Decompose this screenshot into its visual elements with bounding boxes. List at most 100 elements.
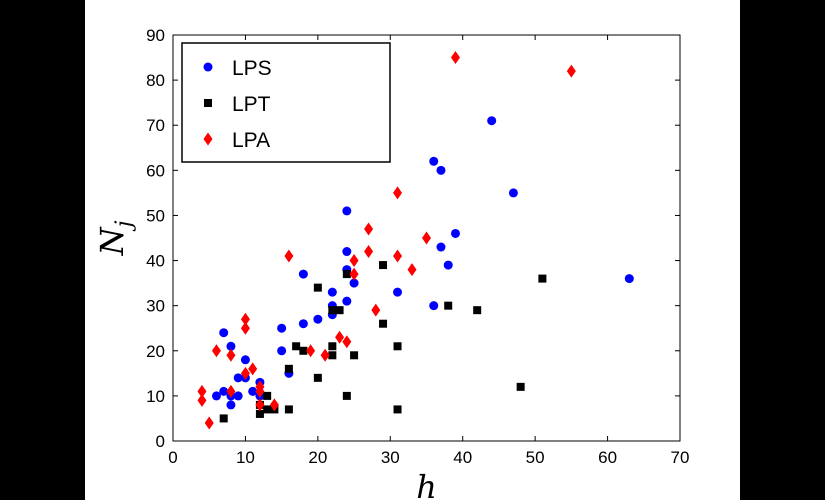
data-point-lps: [277, 346, 287, 356]
y-tick-label: 50: [146, 206, 165, 225]
data-point-lpa: [320, 348, 330, 362]
data-point-lpt: [263, 405, 272, 414]
data-point-lps: [487, 116, 497, 126]
data-point-lpt: [263, 391, 272, 400]
data-point-lpa: [284, 249, 294, 263]
x-axis-label: h: [416, 468, 437, 500]
data-point-lpt: [350, 351, 359, 360]
data-point-lps: [219, 328, 229, 338]
data-point-lps: [342, 206, 352, 216]
data-point-lps: [298, 269, 308, 279]
data-point-lpt: [473, 306, 482, 315]
data-point-lpt: [328, 306, 337, 315]
legend-marker-lpt: [204, 99, 212, 107]
x-tick-label: 60: [598, 448, 617, 467]
data-point-lpt: [328, 351, 337, 360]
y-axis-label: Nj: [93, 220, 137, 256]
data-point-lpt: [335, 306, 344, 315]
legend-marker-lps: [203, 62, 213, 72]
x-tick-label: 20: [308, 448, 327, 467]
chart-figure: 0 10 20 30 40 50 60 70 0 10 20 30 40 50 60 70 80 90 LPS LP…: [85, 0, 740, 500]
y-tick-label: 40: [146, 252, 165, 271]
data-point-lpa: [364, 222, 374, 236]
data-point-lpa: [349, 267, 359, 281]
data-point-lpa: [197, 384, 207, 398]
legend-marker-lpa: [203, 132, 213, 146]
data-point-lpa: [422, 231, 431, 245]
data-point-lpt: [342, 270, 351, 279]
data-point-lpa: [255, 380, 265, 394]
axes: 0 10 20 30 40 50 60 70 0 10 20 30 40 50 60 70 80 90: [146, 26, 689, 467]
y-tick-label: 30: [146, 297, 165, 316]
data-point-lps: [508, 188, 518, 198]
data-point-lpa: [450, 51, 460, 65]
data-point-lpt: [328, 342, 337, 351]
data-point-lpa: [393, 249, 403, 263]
data-point-lps: [248, 386, 258, 396]
y-tick-label: 90: [146, 26, 165, 45]
data-point-lps: [450, 228, 460, 238]
x-tick-label: 0: [168, 448, 177, 467]
data-point-lps: [429, 301, 439, 311]
data-point-lpt: [379, 261, 388, 270]
data-point-lps: [240, 355, 250, 365]
y-tick-label: 10: [146, 387, 165, 406]
x-tick-label: 70: [671, 448, 690, 467]
y-tick-label: 70: [146, 116, 165, 135]
data-point-lpa: [566, 64, 576, 78]
data-point-lpa: [226, 348, 236, 362]
data-point-lpt: [284, 405, 293, 414]
data-point-lpt: [393, 405, 402, 414]
data-point-lpa: [204, 416, 214, 430]
data-point-lps: [429, 156, 439, 166]
data-point-lpa: [240, 321, 250, 335]
data-point-lpa: [240, 366, 250, 380]
x-tick-label: 40: [453, 448, 472, 467]
data-point-lps: [298, 319, 308, 329]
data-point-lpa: [371, 303, 381, 317]
data-point-lpa: [248, 362, 258, 376]
data-point-lpt: [313, 283, 322, 292]
data-point-lps: [277, 323, 287, 333]
data-point-lpt: [299, 346, 308, 355]
data-point-lps: [436, 165, 446, 175]
data-point-lps: [327, 287, 337, 297]
data-point-lpa: [393, 186, 403, 200]
data-point-lpt: [393, 342, 402, 351]
data-point-lpa: [211, 344, 221, 358]
data-point-lpa: [349, 254, 359, 268]
data-point-lps: [443, 260, 453, 270]
legend-label-lpa: LPA: [232, 129, 270, 152]
data-point-lpt: [516, 382, 525, 391]
y-tick-label: 80: [146, 71, 165, 90]
data-point-lps: [313, 314, 323, 324]
data-point-lps: [233, 391, 243, 401]
data-point-lps: [436, 242, 446, 252]
data-point-lpa: [335, 330, 345, 344]
y-tick-label: 20: [146, 342, 165, 361]
data-point-lpa: [342, 335, 352, 349]
y-tick-label: 60: [146, 161, 165, 180]
data-point-lps: [393, 287, 403, 297]
plot-frame: [172, 34, 681, 442]
data-point-lpa: [255, 398, 265, 412]
data-point-lps: [219, 386, 229, 396]
data-point-lps: [233, 373, 243, 383]
data-point-lpa: [240, 312, 250, 326]
data-point-lpa: [364, 245, 374, 259]
data-point-lpt: [538, 274, 547, 283]
data-point-lpt: [444, 301, 453, 310]
data-point-lpa: [306, 344, 316, 358]
data-point-lpt: [255, 409, 264, 418]
y-axis-label-main: N: [93, 226, 131, 256]
x-tick-label: 50: [526, 448, 545, 467]
legend-box: [181, 42, 391, 163]
legend-label-lps: LPS: [232, 57, 272, 80]
legend: LPS LPT LPA: [181, 42, 391, 163]
data-point-lpt: [284, 364, 293, 373]
data-point-lps: [624, 274, 634, 284]
data-point-lps: [226, 400, 236, 410]
series-lpa: [197, 51, 576, 430]
data-point-lpa: [269, 398, 279, 412]
data-point-lps: [349, 278, 359, 288]
